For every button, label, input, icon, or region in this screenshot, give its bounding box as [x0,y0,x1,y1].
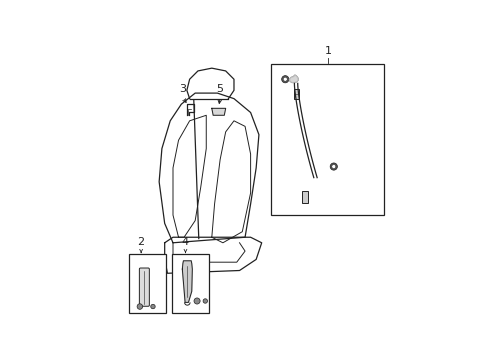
Circle shape [194,298,200,304]
Bar [293,89,298,99]
Text: 3: 3 [179,85,186,94]
Circle shape [329,163,337,170]
Text: 4: 4 [182,237,189,247]
Polygon shape [182,261,192,302]
Polygon shape [289,75,298,82]
Circle shape [283,77,286,81]
Circle shape [203,299,207,303]
Circle shape [331,165,335,168]
Polygon shape [211,108,225,115]
FancyBboxPatch shape [139,268,149,306]
Circle shape [150,304,155,309]
Text: 5: 5 [216,85,223,94]
Bar [302,191,307,203]
Text: 1: 1 [324,46,331,56]
Text: 2: 2 [137,237,144,247]
Bar [271,64,383,215]
Bar [171,254,208,314]
Circle shape [281,76,288,83]
Bar [128,254,166,314]
Circle shape [137,304,142,309]
